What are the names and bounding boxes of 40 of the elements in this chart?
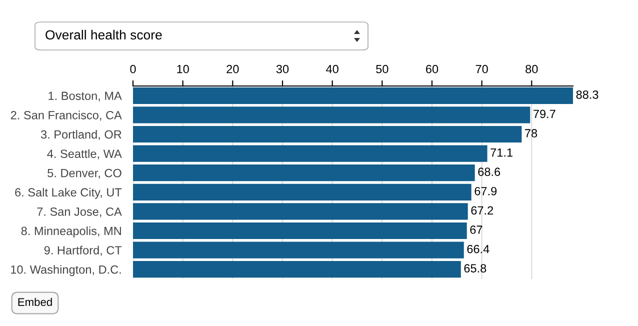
data-label: 67: [470, 226, 482, 234]
y-tick-label: 3. Portland, OR: [40, 130, 122, 140]
bar: [133, 261, 461, 278]
data-label: 78: [525, 129, 538, 138]
y-tick-label: 10. Washington, D.C.: [11, 265, 121, 276]
x-tick-label: 0: [130, 64, 136, 74]
data-label: 88.3: [576, 90, 598, 99]
x-tick-label: 10: [177, 64, 189, 74]
data-label: 71.1: [490, 148, 512, 157]
data-label: 66.4: [467, 244, 490, 254]
bar: [133, 184, 472, 200]
text: Embed: [18, 298, 52, 306]
y-tick-label: 2. San Francisco, CA: [10, 110, 122, 121]
data-label: 67.9: [474, 186, 497, 196]
bar: [133, 126, 522, 143]
data-label: 65.8: [464, 264, 486, 273]
y-tick-label: 6. Salt Lake City, UT: [15, 188, 122, 199]
x-tick-label: 80: [526, 64, 538, 74]
x-tick-label: 70: [476, 64, 488, 74]
bar: [133, 222, 467, 240]
y-tick-label: 7. San Jose, CA: [37, 207, 122, 218]
bar: [133, 145, 488, 162]
y-tick-label: 8. Minneapolis, MN: [21, 226, 121, 238]
bar: [133, 164, 475, 182]
bar: [133, 242, 464, 258]
data-label: 68.6: [478, 168, 500, 176]
y-tick-label: 9. Hartford, CT: [44, 246, 122, 256]
x-tick-label: 60: [426, 64, 438, 74]
bar: [133, 203, 468, 220]
y-tick-label: 5. Denver, CO: [48, 168, 122, 179]
x-tick-label: 50: [376, 64, 388, 74]
bar: [133, 106, 530, 124]
data-label: 79.7: [534, 110, 556, 118]
chart-title: Overall health score: [46, 30, 162, 40]
x-tick-label: 40: [326, 64, 338, 74]
data-label: 67.2: [471, 206, 494, 215]
x-tick-label: 30: [276, 64, 289, 74]
y-tick-label: 1. Boston, MA: [48, 92, 122, 102]
x-tick-label: 20: [226, 64, 239, 74]
y-tick-label: 4. Seattle, WA: [47, 149, 122, 160]
